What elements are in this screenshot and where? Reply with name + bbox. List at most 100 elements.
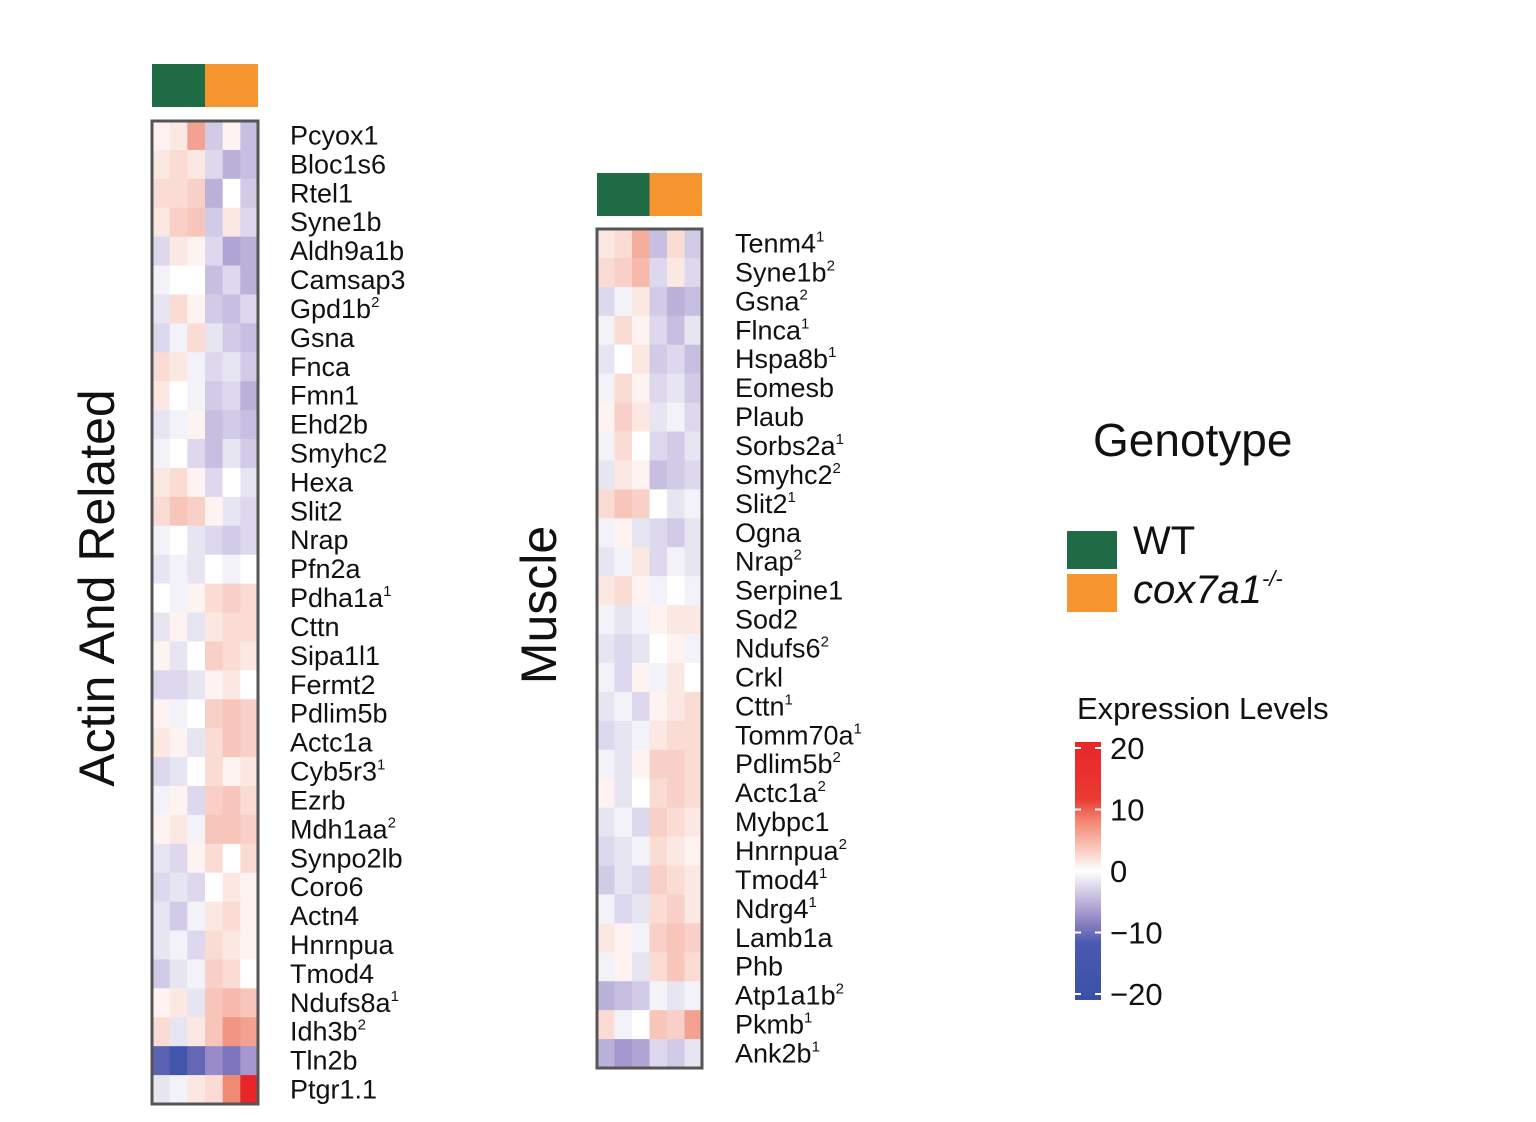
heatmap-cell	[187, 178, 206, 209]
heatmap-cell	[649, 865, 668, 896]
heatmap-cell	[205, 496, 224, 527]
heatmap-cell	[205, 525, 224, 556]
heatmap-cell	[597, 229, 616, 259]
heatmap-cell	[205, 699, 224, 729]
row-label-text: Tmod4	[290, 959, 374, 989]
row-label-sup: 1	[785, 691, 793, 708]
heatmap-cell	[684, 662, 703, 693]
heatmap-cell	[152, 1075, 171, 1105]
heatmap-cell	[240, 410, 259, 440]
heatmap-cell	[205, 959, 224, 989]
row-label-text: Plaub	[735, 402, 804, 432]
heatmap-cell	[169, 121, 188, 151]
heatmap-cell	[614, 315, 633, 346]
row-label: Slit2	[290, 496, 343, 526]
heatmap-cell	[205, 467, 224, 498]
row-label-sup: 1	[377, 757, 385, 774]
heatmap-cell	[614, 634, 633, 664]
row-label: Mybpc1	[735, 807, 830, 837]
heatmap-cell	[684, 605, 703, 635]
heatmap-cell	[667, 373, 686, 404]
row-label-sup: 2	[371, 294, 379, 311]
heatmap-cell	[169, 352, 188, 382]
heatmap-cell	[614, 865, 633, 896]
row-label: Sod2	[735, 605, 798, 635]
heatmap-cell	[684, 576, 703, 606]
row-label-sup: 1	[828, 344, 836, 361]
heatmap-cell	[240, 323, 259, 353]
heatmap-cell	[187, 872, 206, 903]
heatmap-cell	[667, 286, 686, 317]
heatmap-cell	[205, 439, 224, 469]
heatmap-cell	[667, 518, 686, 548]
heatmap-cell	[187, 670, 206, 700]
heatmap-border	[595, 227, 704, 1070]
heatmap-cell	[222, 641, 241, 671]
heatmap-cell	[205, 872, 224, 903]
heatmap-cell	[597, 634, 616, 664]
row-label-text: Synpo2lb	[290, 843, 403, 873]
heatmap-cell	[632, 605, 651, 635]
heatmap-cell	[222, 496, 241, 527]
heatmap-cell	[187, 467, 206, 498]
heatmap-cell	[152, 496, 171, 527]
heatmap-cell	[187, 930, 206, 961]
row-label-text: Bloc1s6	[290, 149, 386, 179]
row-label: Plaub	[735, 402, 804, 432]
heatmap-cell	[152, 178, 171, 209]
heatmap-cell	[614, 1010, 633, 1040]
heatmap-cell	[240, 439, 259, 469]
row-label-text: Nrap	[290, 525, 349, 555]
heatmap-cell	[667, 547, 686, 577]
heatmap-cell	[649, 605, 668, 635]
heatmap-cell	[169, 410, 188, 440]
heatmap-cell	[152, 467, 171, 498]
heatmap-cell	[614, 518, 633, 548]
row-label-text: Actc1a	[290, 728, 374, 758]
row-label: Ehd2b	[290, 410, 368, 440]
heatmap-cell	[169, 381, 188, 411]
heatmap-cell	[240, 583, 259, 614]
heatmap-cell	[222, 814, 241, 845]
heatmap-cell	[187, 265, 206, 296]
row-label-text: Mdh1aa	[290, 814, 389, 844]
heatmap-cell	[632, 315, 651, 346]
row-label-sup: 1	[816, 228, 824, 245]
heatmap-cell	[684, 431, 703, 462]
heatmap-cell	[684, 865, 703, 896]
row-label-sup: 2	[827, 257, 835, 274]
row-label-sup: 1	[383, 583, 391, 600]
heatmap-cell	[240, 496, 259, 527]
heatmap-cell	[205, 294, 224, 324]
heatmap-cell	[187, 814, 206, 845]
heatmap-cell	[152, 901, 171, 932]
heatmap-cell	[597, 431, 616, 462]
row-label: Fmn1	[290, 381, 359, 411]
row-label-text: Ank2b	[735, 1039, 812, 1069]
heatmap-cell	[597, 807, 616, 838]
row-label: Cttn1	[735, 691, 793, 721]
heatmap-cell	[222, 236, 241, 267]
heatmap-cell	[169, 496, 188, 527]
heatmap-cell	[169, 265, 188, 296]
heatmap-cell	[240, 265, 259, 296]
row-label: Bloc1s6	[290, 149, 386, 179]
heatmap-cell	[205, 757, 224, 787]
row-label-text: Fnca	[290, 352, 351, 382]
heatmap-cell	[667, 460, 686, 490]
row-label-text: Camsap3	[290, 265, 406, 295]
heatmap-cell	[614, 576, 633, 606]
heatmap-cell	[649, 229, 668, 259]
heatmap-cell	[614, 952, 633, 982]
heatmap-cell	[152, 525, 171, 556]
row-label-text: Crkl	[735, 662, 783, 692]
legend-label-wt: WT	[1133, 519, 1195, 563]
row-label: Lamb1a	[735, 923, 834, 953]
heatmap-cell	[649, 257, 668, 288]
heatmap-cell	[597, 547, 616, 577]
heatmap-cell	[614, 431, 633, 462]
heatmap-cell	[597, 344, 616, 375]
heatmap-cell	[205, 265, 224, 296]
row-label-text: Flnca	[735, 315, 802, 345]
row-label-sup: 1	[788, 489, 796, 506]
